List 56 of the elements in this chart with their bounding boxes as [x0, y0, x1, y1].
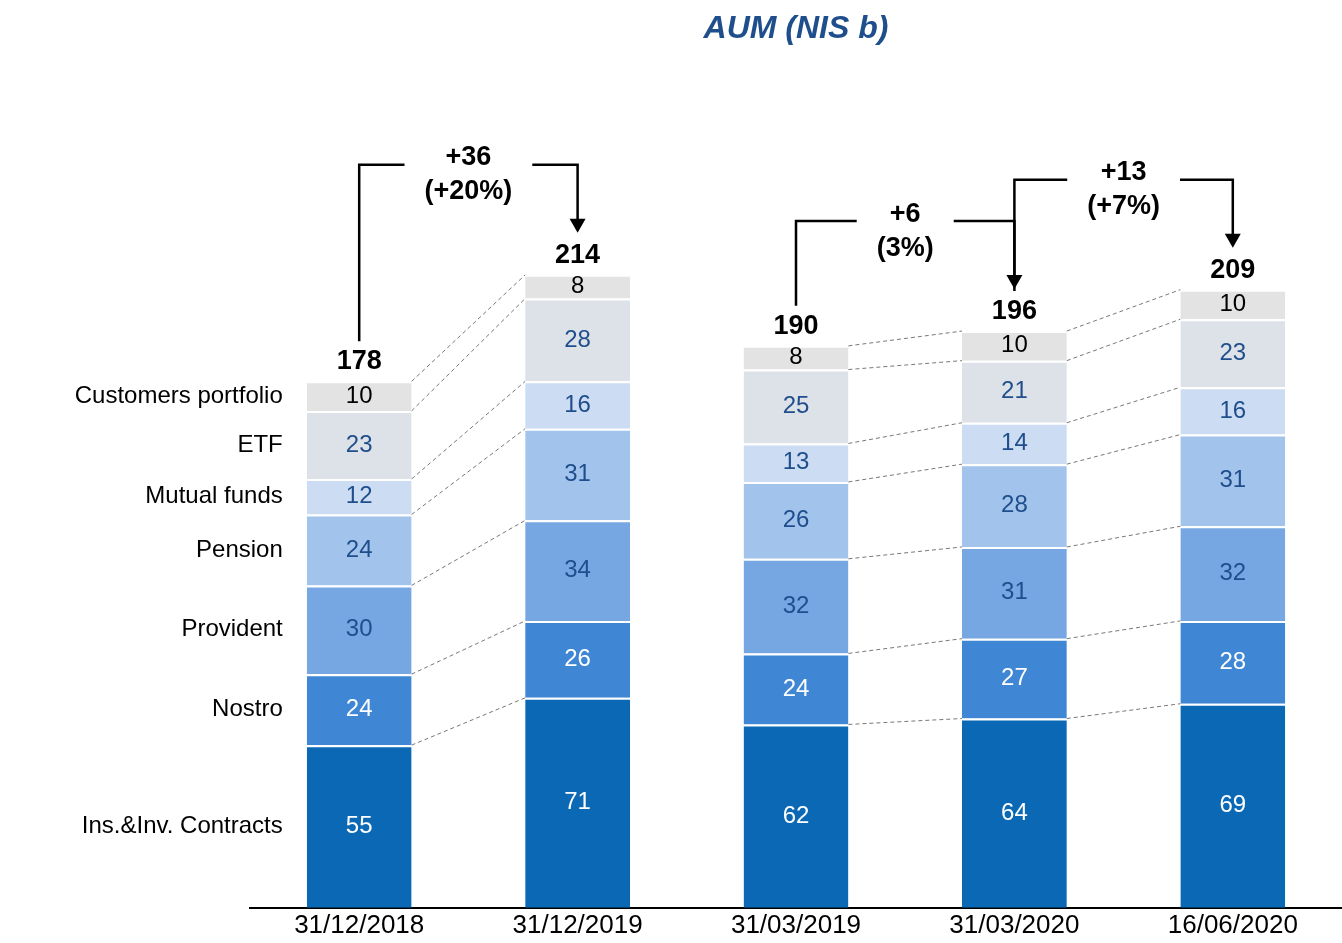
data-label: 14	[1001, 428, 1028, 456]
data-label: 34	[564, 555, 591, 583]
total-label: 190	[773, 309, 819, 340]
data-label: 71	[564, 787, 591, 815]
data-label: 12	[345, 481, 373, 509]
data-label: 28	[1001, 490, 1028, 518]
data-label: 27	[1001, 663, 1028, 691]
data-label: 32	[782, 590, 810, 618]
data-label: 16	[564, 389, 591, 417]
data-label: 8	[789, 342, 803, 370]
text: +6 (3%)	[876, 197, 934, 262]
series-label: Mutual funds	[145, 481, 283, 509]
x-tick-label: 31/12/2019	[512, 908, 643, 939]
data-label: 24	[345, 534, 373, 562]
data-label: 16	[1219, 395, 1247, 423]
data-label: 69	[1219, 790, 1247, 818]
series-label: Pension	[196, 534, 283, 562]
data-label: 25	[782, 391, 810, 419]
data-label: 62	[782, 800, 810, 828]
total-label: 196	[991, 295, 1037, 326]
x-tick-label: 31/03/2020	[949, 908, 1080, 939]
total-label: 214	[555, 238, 601, 269]
series-label: ETF	[237, 429, 283, 457]
x-tick-label: 16/06/2020	[1167, 908, 1298, 939]
data-label: 21	[1001, 376, 1028, 404]
data-label: 10	[1001, 330, 1028, 358]
chart-title: AUM (NIS b)	[702, 9, 889, 46]
data-label: 10	[1219, 289, 1247, 317]
data-label: 31	[1001, 577, 1028, 605]
series-label: Customers portfolio	[74, 380, 283, 408]
data-label: 32	[1219, 558, 1247, 586]
data-label: 31	[564, 459, 591, 487]
series-label: Provident	[181, 614, 284, 642]
data-label: 31	[1219, 465, 1247, 493]
data-label: 8	[570, 271, 585, 299]
data-label: 24	[345, 694, 373, 722]
total-label: 209	[1210, 253, 1256, 284]
text: +13 (+7%)	[1087, 156, 1160, 221]
data-label: 64	[1001, 797, 1028, 825]
data-label: 26	[782, 504, 810, 532]
data-label: 28	[564, 324, 591, 352]
data-label: 28	[1219, 646, 1247, 674]
data-label: 24	[782, 673, 810, 701]
data-label: 10	[345, 380, 373, 408]
data-label: 55	[345, 811, 373, 839]
x-tick-label: 31/12/2018	[294, 908, 425, 939]
x-tick-label: 31/03/2019	[730, 908, 862, 939]
data-label: 23	[1219, 337, 1247, 365]
data-label: 30	[345, 614, 373, 642]
total-label: 178	[336, 345, 382, 376]
series-label: Ins.&Inv. Contracts	[81, 811, 283, 839]
series-label: Nostro	[212, 694, 283, 722]
data-label: 26	[564, 643, 591, 671]
data-label: 23	[345, 429, 373, 457]
text: +36 (+20%)	[424, 141, 513, 206]
data-label: 13	[782, 447, 810, 475]
